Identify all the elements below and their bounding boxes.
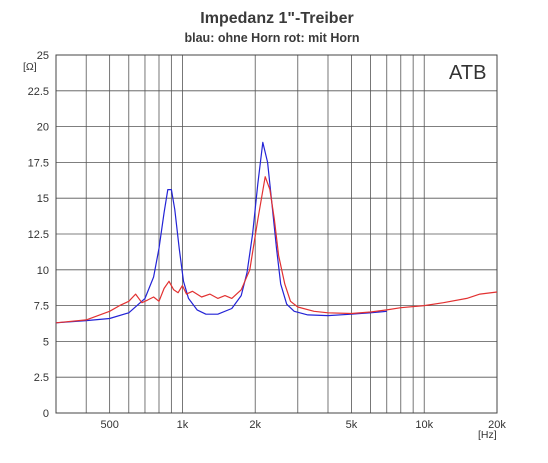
y-axis-unit: [Ω] (23, 61, 37, 73)
y-tick-label-8: 20 (37, 122, 49, 134)
x-tick-label-4: 10k (415, 419, 433, 431)
y-tick-label-0: 0 (43, 408, 49, 420)
y-tick-label-2: 5 (43, 336, 49, 348)
x-tick-label-1: 1k (177, 419, 189, 431)
series-lines (55, 141, 498, 324)
x-axis-ticks: 500 1k 2k 5k 10k 20k (100, 419, 506, 431)
chart-title: Impedanz 1"-Treiber (200, 10, 353, 27)
y-axis-ticks: 0 2.5 5 7.5 10 12.5 15 17.5 20 22.5 25 (28, 50, 49, 420)
atb-brand-mark: ATB (449, 62, 486, 84)
x-axis-unit: [Hz] (478, 429, 497, 441)
y-tick-label-10: 25 (37, 50, 49, 62)
y-tick-label-4: 10 (37, 265, 49, 277)
x-tick-label-3: 5k (346, 419, 358, 431)
series-line-0 (55, 141, 387, 324)
plot-area-frame (55, 54, 498, 414)
chart-subtitle: blau: ohne Horn rot: mit Horn (185, 31, 360, 45)
series-line-1 (55, 176, 498, 324)
y-tick-label-7: 17.5 (28, 157, 49, 169)
x-tick-label-0: 500 (100, 419, 118, 431)
y-tick-label-1: 2.5 (34, 372, 49, 384)
x-tick-label-2: 2k (249, 419, 261, 431)
y-tick-label-3: 7.5 (34, 301, 49, 313)
y-tick-label-5: 12.5 (28, 229, 49, 241)
y-tick-label-9: 22.5 (28, 86, 49, 98)
x-tick-label-5: 20k (488, 419, 506, 431)
y-tick-label-6: 15 (37, 193, 49, 205)
